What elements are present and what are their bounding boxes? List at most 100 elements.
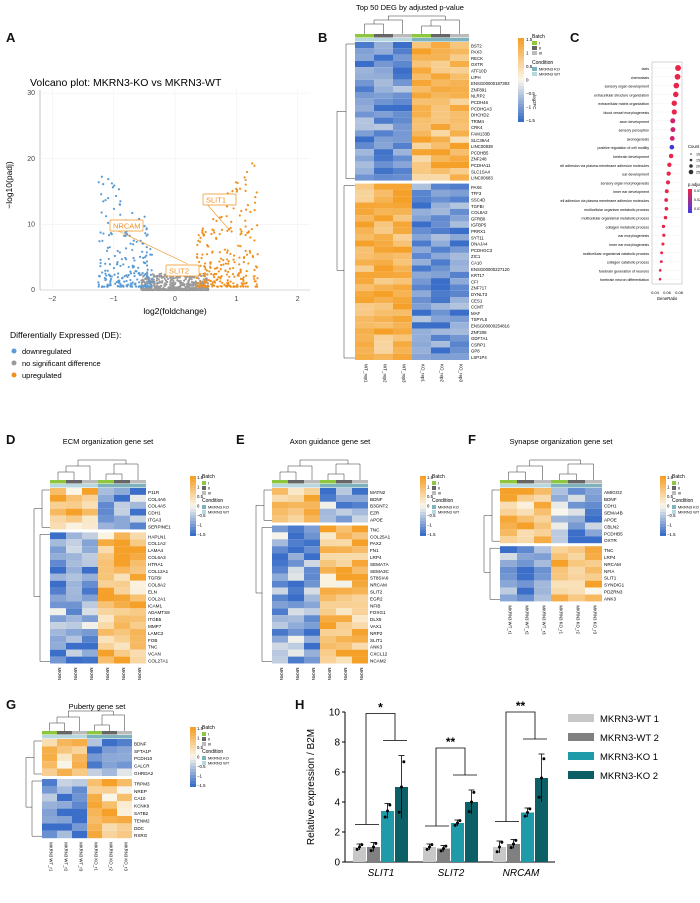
heatmap-cell (72, 808, 87, 816)
heatmap-cell (102, 786, 117, 794)
volcano-point-down (145, 260, 149, 263)
gene-label: TNC (604, 548, 614, 553)
volcano-point-ns (170, 284, 174, 287)
heatmap-cell (450, 259, 469, 266)
heatmap-cell (336, 532, 352, 540)
volcano-point-up (229, 285, 232, 288)
volcano-point-ns (162, 286, 165, 289)
heatmap-cell (431, 189, 450, 197)
heatmap-cell (431, 322, 450, 329)
gene-label: PRRX1 (471, 229, 486, 234)
heatmap-cell (72, 816, 87, 824)
heatmap-cell (568, 580, 585, 588)
heatmap-cell (352, 649, 368, 657)
volcano-point-up (251, 254, 254, 258)
volcano-point-up (233, 275, 236, 278)
heatmap-cell (304, 566, 320, 574)
legend-scale-cell (518, 53, 524, 56)
heatmap-cell (534, 536, 551, 544)
heatmap-cell (412, 227, 431, 234)
condition-bar (304, 484, 320, 488)
heatmap-cell (374, 98, 393, 105)
heatmap-cell (352, 553, 368, 560)
heatmap-cell (534, 508, 551, 516)
legend-scale-cell (190, 760, 196, 763)
heatmap-cell (393, 290, 412, 297)
heatmap-cell (568, 515, 585, 523)
data-point (472, 790, 476, 794)
volcano-point-down (132, 256, 135, 260)
volcano-point-down (103, 285, 106, 288)
volcano-point-up (213, 276, 216, 279)
legend-scale-tick: −0.5 (526, 91, 535, 96)
y-tick-label: 10 (329, 708, 341, 719)
heatmap-cell (393, 284, 412, 291)
legend-scale-cell (660, 512, 666, 515)
heatmap-cell (304, 656, 320, 664)
legend-scale-cell (190, 527, 196, 530)
heatmap-cell (551, 573, 568, 581)
volcano-point-down (150, 280, 153, 284)
sample-label: WT_rep2 (383, 364, 388, 383)
heatmap-cell (450, 334, 469, 342)
volcano-point-ns (187, 281, 190, 284)
volcano-point-up (225, 215, 228, 218)
volcano-point-ns (163, 284, 167, 287)
volcano-point-ns (158, 280, 161, 283)
heatmap-cell (117, 739, 132, 747)
go-term-label: multicellular organism metabolic process (584, 208, 649, 212)
legend-batch-item: I (678, 481, 679, 486)
heatmap-cell (320, 608, 336, 616)
legend-scale-tick: −1 (197, 774, 203, 779)
padj-legend-cell (688, 195, 692, 197)
legend-scale-cell (190, 488, 196, 491)
legend-batch-item: III (678, 491, 681, 496)
gene-label: TRIM4 (471, 119, 485, 124)
heatmap-cell (117, 808, 132, 816)
data-point (374, 841, 378, 845)
batch-bar (450, 34, 469, 38)
volcano-point-ns (197, 288, 200, 291)
legend-scale-cell (660, 479, 666, 482)
heatmap-cell (393, 278, 412, 285)
heatmap-cell (50, 580, 66, 588)
x-tick-label: 0.06 (663, 290, 672, 295)
gene-label: LAMC2 (148, 631, 164, 636)
padj-legend-cell (688, 205, 692, 207)
volcano-point-down (116, 260, 119, 264)
heatmap-cell (450, 341, 469, 348)
heatmap-cell (66, 656, 82, 664)
heatmap-cell (355, 117, 374, 124)
gene-label: CES1 (471, 298, 483, 303)
volcano-point-down (104, 272, 107, 275)
go-term-label: homophilic cell adhesion via plasma memb… (560, 199, 649, 203)
volcano-point-up (246, 285, 249, 288)
heatmap-cell (272, 601, 288, 609)
heatmap-cell (336, 546, 352, 554)
heatmap-cell (393, 174, 412, 181)
legend-scale-tick: 1 (197, 485, 200, 490)
heatmap-cell (288, 587, 304, 595)
legend-scale-cell (190, 778, 196, 781)
volcano-point-ns (141, 287, 145, 290)
heatmap-cell (374, 227, 393, 234)
heatmap-cell (355, 79, 374, 87)
volcano-point-up (245, 274, 248, 277)
volcano-point-ns (161, 288, 164, 292)
volcano-point-up (226, 279, 229, 282)
volcano-point-up (236, 181, 239, 185)
padj-legend-cell (688, 191, 692, 193)
go-term-label: blood vessel morphogenesis (603, 111, 649, 115)
volcano-point-up (230, 230, 233, 233)
heatmap-cell (534, 580, 551, 588)
heatmap-cell (393, 208, 412, 216)
volcano-point-up (226, 283, 230, 286)
volcano-point-up (253, 239, 256, 242)
gene-label: ELN (148, 590, 157, 595)
heatmap-cell (82, 573, 98, 581)
padj-legend-cell (688, 197, 692, 199)
legend-scale-cell (190, 763, 196, 766)
heatmap-cell (57, 823, 72, 831)
legend-scale-tick: 1.5 (526, 37, 533, 42)
heatmap-cell (450, 240, 469, 247)
